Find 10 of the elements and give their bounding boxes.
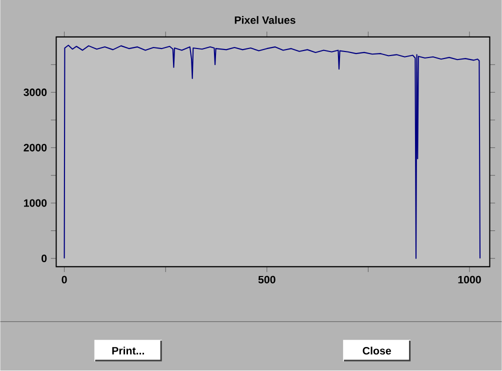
y-tick-label: 3000 <box>24 88 47 96</box>
y-tick-label: 1000 <box>24 199 47 208</box>
x-tick-label: 500 <box>258 276 276 284</box>
text: Close <box>362 346 392 355</box>
text: Print... <box>112 346 144 355</box>
chart-title: Pixel Values <box>234 16 296 24</box>
x-tick-label: 0 <box>62 276 67 284</box>
x-tick-label: 1000 <box>458 276 481 284</box>
y-tick-label: 2000 <box>24 144 47 152</box>
y-tick-label: 0 <box>42 254 47 262</box>
